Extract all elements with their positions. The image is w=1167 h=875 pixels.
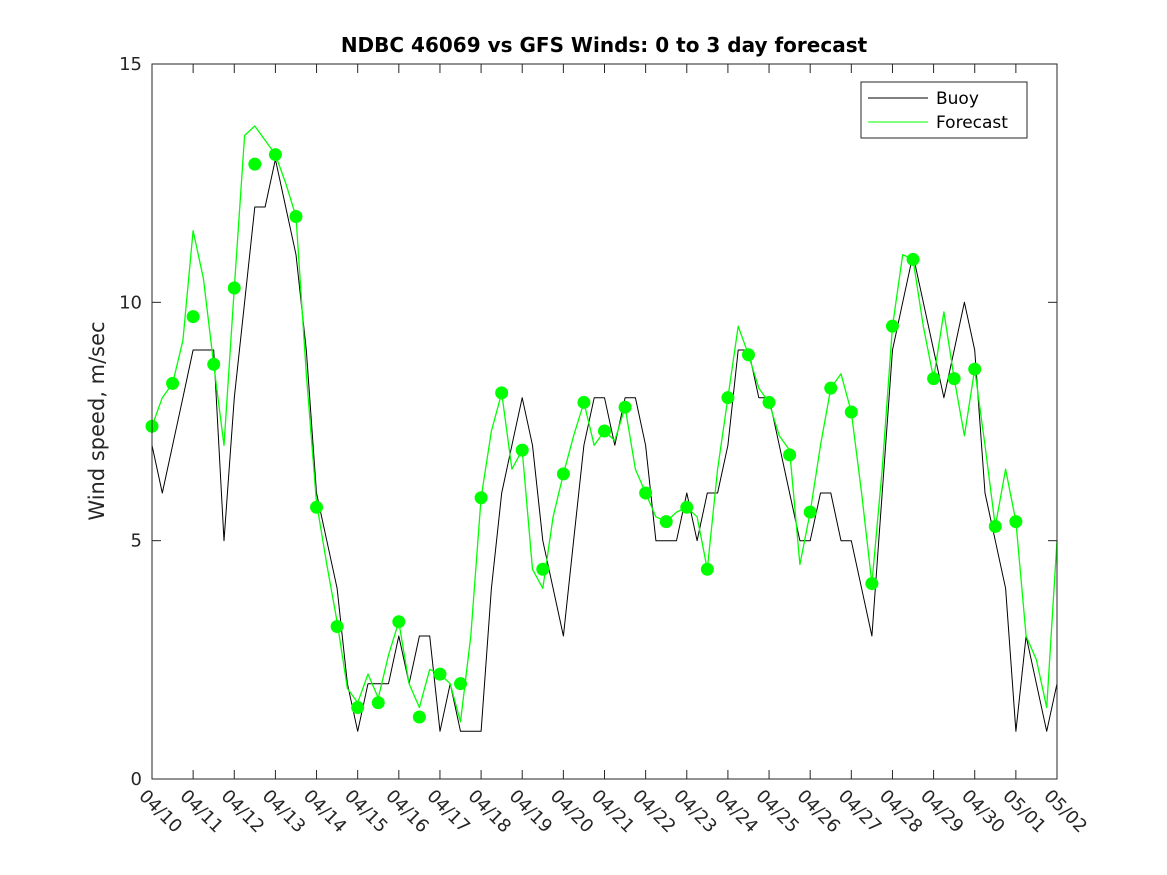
x-tick-label: 04/12 [217, 786, 269, 838]
forecast-point [844, 405, 858, 419]
forecast-point [371, 696, 385, 710]
x-tick-label: 05/01 [998, 786, 1050, 838]
y-tick-label: 15 [119, 54, 142, 75]
x-tick-label: 04/30 [957, 786, 1009, 838]
forecast-point [454, 677, 468, 691]
forecast-point [721, 391, 735, 405]
x-tick-label: 04/13 [258, 786, 310, 838]
forecast-point [598, 424, 611, 438]
x-tick-label: 04/28 [875, 786, 927, 838]
forecast-point [310, 500, 324, 514]
forecast-point [536, 562, 550, 576]
y-tick-label: 10 [119, 292, 142, 313]
forecast-point [392, 615, 406, 629]
legend: Buoy Forecast [860, 81, 1028, 139]
legend-box [860, 81, 1028, 139]
forecast-point [268, 148, 282, 162]
forecast-point [412, 710, 426, 724]
forecast-point [618, 400, 632, 414]
x-tick-label: 04/26 [793, 786, 845, 838]
forecast-point [1009, 515, 1023, 529]
x-tick-label: 04/23 [669, 786, 721, 838]
x-tick-label: 04/27 [834, 786, 886, 838]
forecast-point [227, 281, 241, 295]
forecast-point [166, 376, 180, 390]
forecast-point [248, 157, 262, 171]
forecast-point [762, 395, 776, 409]
forecast-point [680, 500, 694, 514]
forecast-point [577, 395, 591, 409]
plot-area [152, 64, 1057, 779]
forecast-point [906, 252, 920, 266]
x-tick-label: 04/21 [587, 786, 639, 838]
x-tick-label: 04/10 [134, 786, 186, 838]
x-tick-label: 04/25 [752, 786, 804, 838]
forecast-point [741, 348, 755, 362]
x-tick-label: 04/24 [710, 786, 762, 838]
y-axis: 0 5 10 15 [119, 54, 1057, 790]
x-tick-label: 04/16 [381, 786, 433, 838]
legend-label-forecast: Forecast [936, 113, 1008, 133]
forecast-point [330, 619, 344, 633]
forecast-point [865, 577, 879, 591]
forecast-point [289, 210, 303, 224]
x-tick-label: 04/14 [299, 786, 351, 838]
forecast-point [351, 701, 365, 714]
forecast-point [927, 372, 941, 386]
forecast-point [659, 515, 673, 529]
x-tick-label: 04/17 [422, 786, 474, 838]
y-axis-label: Wind speed, m/sec [85, 321, 109, 520]
x-tick-label: 04/18 [464, 786, 516, 838]
forecast-point [556, 467, 570, 481]
forecast-point [968, 362, 982, 376]
chart-title: NDBC 46069 vs GFS Winds: 0 to 3 day fore… [341, 33, 868, 57]
forecast-point [824, 381, 838, 395]
forecast-point [700, 562, 714, 576]
forecast-point [433, 667, 447, 681]
forecast-point [186, 310, 200, 324]
forecast-point [474, 491, 488, 505]
forecast-point [207, 357, 221, 371]
y-tick-label: 5 [131, 531, 142, 552]
x-tick-label: 04/19 [505, 786, 557, 838]
forecast-point [988, 519, 1002, 533]
x-tick-label: 05/02 [1039, 786, 1091, 838]
forecast-point [495, 386, 509, 400]
forecast-point [639, 486, 653, 500]
x-tick-label: 04/29 [916, 786, 968, 838]
forecast-point [783, 448, 797, 462]
x-tick-label: 04/20 [546, 786, 598, 838]
forecast-point [947, 372, 961, 386]
forecast-point [515, 443, 529, 457]
marker-layer [145, 148, 1023, 724]
legend-label-buoy: Buoy [936, 89, 979, 109]
x-tick-label: 04/22 [628, 786, 680, 838]
forecast-point [803, 505, 817, 519]
y-tick-label: 0 [131, 769, 142, 790]
forecast-point [885, 319, 899, 333]
x-tick-label: 04/11 [176, 786, 228, 838]
x-tick-label: 04/15 [340, 786, 392, 838]
